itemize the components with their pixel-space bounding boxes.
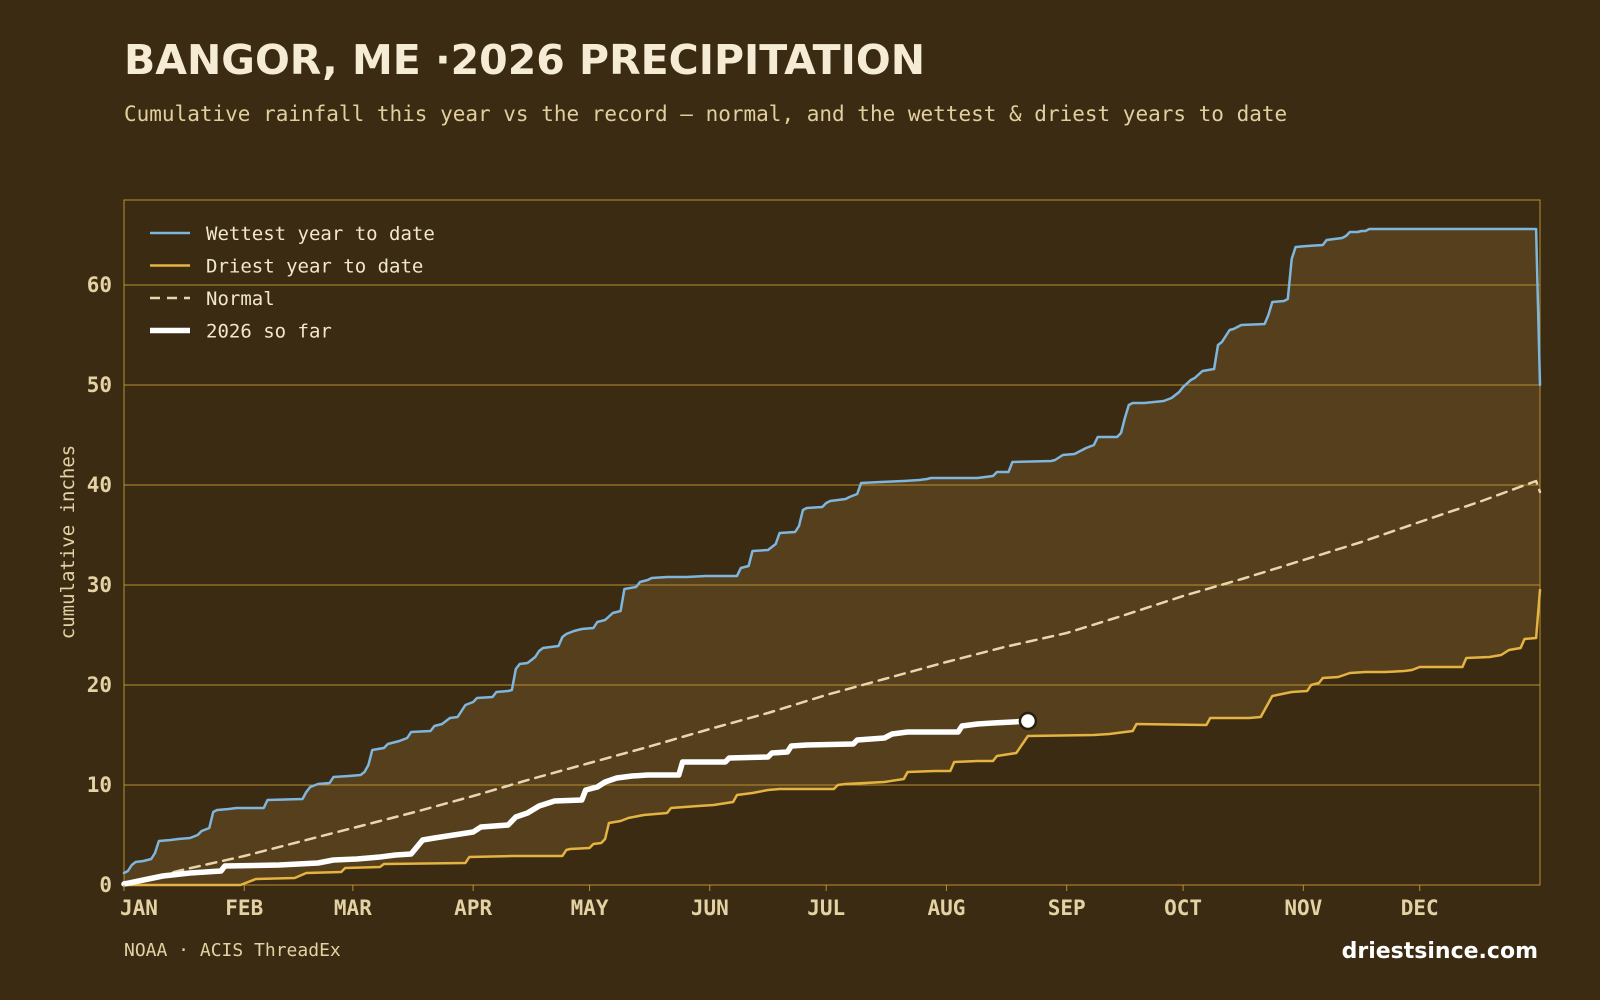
- record-range-band: [124, 229, 1540, 885]
- x-tick-label-may: MAY: [571, 896, 609, 920]
- x-tick-label-sep: SEP: [1048, 896, 1086, 920]
- brand-link[interactable]: driestsince.com: [1342, 939, 1538, 964]
- x-tick-label-jan: JAN: [120, 896, 158, 920]
- chart-title: BANGOR, ME ·2026 PRECIPITATION: [124, 36, 925, 84]
- x-tick-label-feb: FEB: [225, 896, 263, 920]
- series-line-driest: [122, 588, 1542, 887]
- y-tick-label: 60: [87, 273, 112, 297]
- series-line-wettest: [122, 227, 1542, 875]
- y-tick-label: 0: [99, 873, 112, 897]
- legend-label: Wettest year to date: [206, 223, 435, 245]
- y-tick-label: 50: [87, 373, 112, 397]
- series-line-2026: [121, 718, 1031, 887]
- legend-label: Normal: [206, 288, 275, 310]
- legend-label: 2026 so far: [206, 321, 332, 343]
- plot-frame: [123, 199, 1541, 886]
- y-axis-label: cumulative inches: [57, 445, 79, 639]
- source-credit: NOAA · ACIS ThreadEx: [124, 940, 341, 961]
- series-line-normal: [122, 479, 1542, 887]
- x-tick-label-jul: JUL: [807, 896, 845, 920]
- y-tick-label: 40: [87, 473, 112, 497]
- x-tick-label-apr: APR: [454, 896, 492, 920]
- x-tick-label-nov: NOV: [1284, 896, 1322, 920]
- gridlines: [124, 284, 1540, 786]
- legend-label: Driest year to date: [206, 256, 423, 278]
- y-tick-label: 20: [87, 673, 112, 697]
- chart-subtitle: Cumulative rainfall this year vs the rec…: [124, 102, 1287, 126]
- x-tick-label-oct: OCT: [1164, 896, 1202, 920]
- y-axis-ticks: 0 10 20 30 40 50 60: [87, 273, 112, 897]
- plot-area: [121, 199, 1542, 887]
- x-tick-label-mar: MAR: [334, 896, 372, 920]
- y-tick-label: 30: [87, 573, 112, 597]
- legend: Wettest year to date Driest year to date N…: [150, 223, 435, 343]
- current-day-marker[interactable]: [1018, 711, 1038, 731]
- x-axis-ticks: JAN FEB MAR APR MAY JUN JUL AUG SEP OCT NOV DEC: [120, 885, 1439, 920]
- y-tick-label: 10: [87, 773, 112, 797]
- x-tick-label-dec: DEC: [1401, 896, 1439, 920]
- x-tick-label-jun: JUN: [691, 896, 729, 920]
- x-tick-label-aug: AUG: [927, 896, 965, 920]
